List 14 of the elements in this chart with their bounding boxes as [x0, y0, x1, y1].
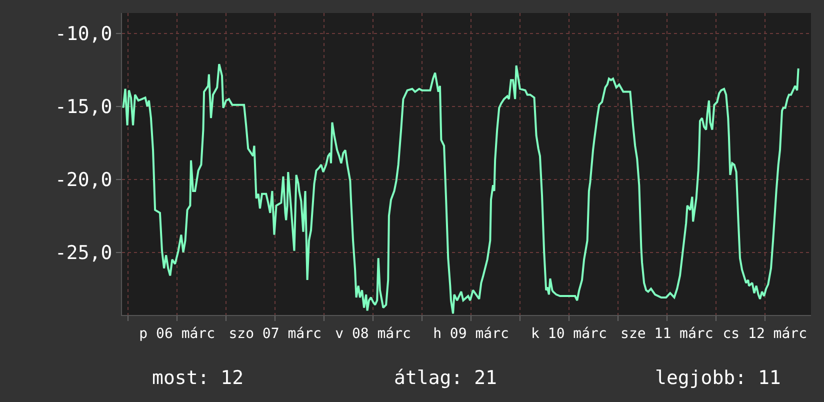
x-tick-label: h 09 márc: [433, 326, 509, 342]
text: most: 12: [152, 367, 244, 389]
y-tick-label: -10,0: [54, 23, 112, 46]
x-tick-label: v 08 márc: [335, 326, 411, 342]
y-tick-label: -20,0: [54, 168, 112, 191]
text: átlag: 21: [394, 367, 497, 389]
y-tick-label: -25,0: [54, 242, 112, 264]
y-tick-label: -15,0: [54, 96, 112, 118]
x-tick-label: sze 11 márc: [620, 326, 714, 342]
x-tick-label: cs 12 márc: [722, 326, 808, 342]
x-tick-label: p 06 márc: [139, 326, 216, 342]
x-tick-label: szo 07 márc: [228, 326, 322, 342]
text: legjobb: 11: [655, 367, 781, 389]
x-tick-label: k 10 márc: [531, 326, 607, 342]
